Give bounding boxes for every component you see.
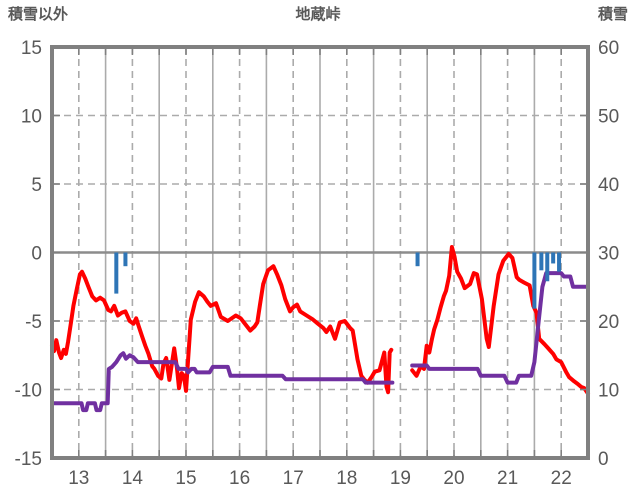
- snowfall-bar: [415, 252, 420, 267]
- right-axis-tick-label: 10: [598, 381, 619, 402]
- x-axis-tick-label: 14: [122, 468, 144, 489]
- chart-header: 積雪以外 地蔵峠 積雪: [0, 5, 636, 27]
- snowfall-bar: [551, 252, 556, 264]
- plot-frame: [50, 45, 590, 460]
- chart-title: 地蔵峠: [295, 6, 341, 23]
- x-axis-tick-label: 20: [443, 468, 464, 489]
- x-axis-tick-label: 19: [390, 468, 411, 489]
- x-axis-tick-label: 16: [229, 468, 250, 489]
- temperature-red-line: [410, 245, 590, 396]
- snowfall-bar: [114, 252, 119, 294]
- left-axis-title: 積雪以外: [8, 6, 69, 23]
- temperature-red-line: [50, 264, 394, 395]
- x-axis-tick-label: 13: [68, 468, 89, 489]
- left-axis-tick-label: -15: [15, 449, 42, 470]
- left-axis-tick-label: 0: [31, 244, 42, 265]
- left-axis-tick-label: -10: [15, 381, 42, 402]
- snowfall-bar: [123, 252, 128, 267]
- x-axis-tick-label: 21: [497, 468, 518, 489]
- right-axis-tick-label: 60: [598, 38, 619, 59]
- right-axis-tick-label: 20: [598, 312, 619, 333]
- snow-depth-purple-line: [50, 351, 395, 413]
- x-axis-tick-label: 18: [336, 468, 357, 489]
- snowfall-bar: [557, 252, 562, 272]
- snowfall-bar: [532, 252, 537, 309]
- snowfall-bars-blue: [114, 252, 562, 309]
- left-axis-tick-label: 10: [21, 107, 42, 128]
- x-axis-tick-label: 17: [283, 468, 304, 489]
- right-axis-tick-label: 0: [598, 449, 609, 470]
- right-axis-tick-label: 50: [598, 107, 619, 128]
- left-axis-tick-label: 5: [31, 175, 42, 196]
- snow-depth-purple-line: [410, 271, 590, 385]
- x-axis-tick-label: 15: [175, 468, 196, 489]
- snowfall-bar: [545, 252, 550, 282]
- right-axis-title: 積雪: [597, 6, 628, 23]
- left-axis-tick-label: 15: [21, 38, 42, 59]
- x-axis-tick-label: 22: [551, 468, 572, 489]
- right-axis-tick-label: 40: [598, 175, 619, 196]
- left-axis-tick-label: -5: [25, 312, 42, 333]
- right-axis-tick-label: 30: [598, 244, 619, 265]
- snowfall-bar: [539, 252, 544, 271]
